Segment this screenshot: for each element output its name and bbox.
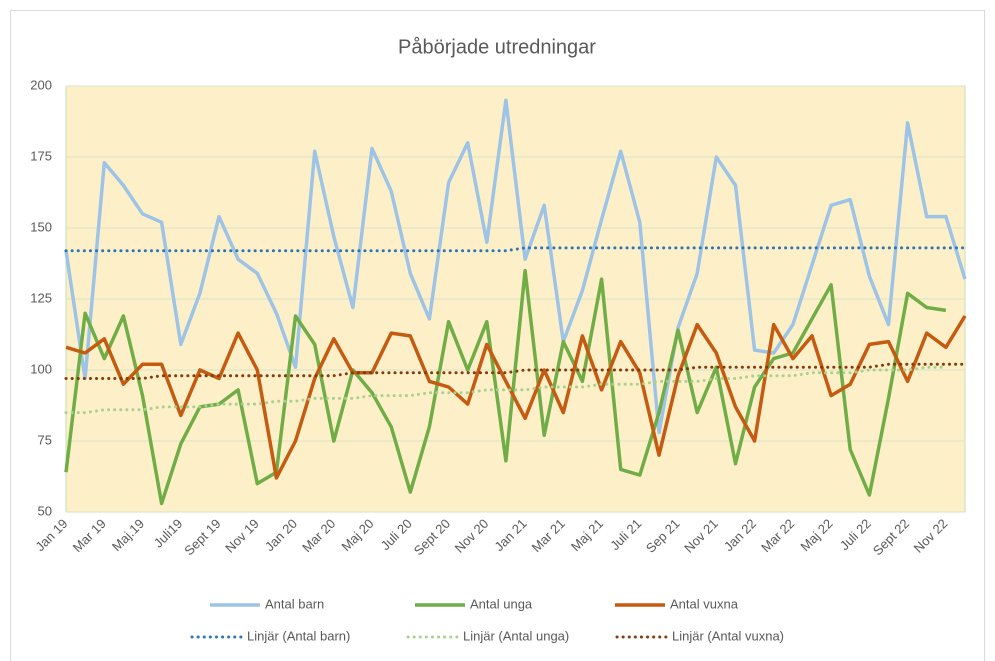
- trend-line: [64, 246, 967, 253]
- trend-line: [64, 362, 967, 380]
- trend-line: [64, 365, 948, 415]
- y-tick-label: 50: [38, 503, 52, 518]
- legend-label: Linjär (Antal vuxna): [672, 628, 784, 643]
- series-line: [64, 98, 967, 435]
- legend-label: Antal barn: [265, 596, 324, 611]
- y-tick-label: 175: [30, 148, 52, 163]
- y-tick-label: 200: [30, 77, 52, 92]
- chart-title: Påbörjade utredningar: [398, 36, 596, 58]
- y-tick-label: 100: [30, 361, 52, 376]
- y-tick-label: 150: [30, 219, 52, 234]
- legend-label: Antal unga: [470, 596, 533, 611]
- series-line: [65, 315, 967, 480]
- legend-label: Linjär (Antal unga): [463, 628, 569, 643]
- y-tick-label: 125: [30, 290, 52, 305]
- y-tick-label: 75: [38, 432, 52, 447]
- legend-label: Antal vuxna: [670, 596, 739, 611]
- legend-label: Linjär (Antal barn): [247, 628, 350, 643]
